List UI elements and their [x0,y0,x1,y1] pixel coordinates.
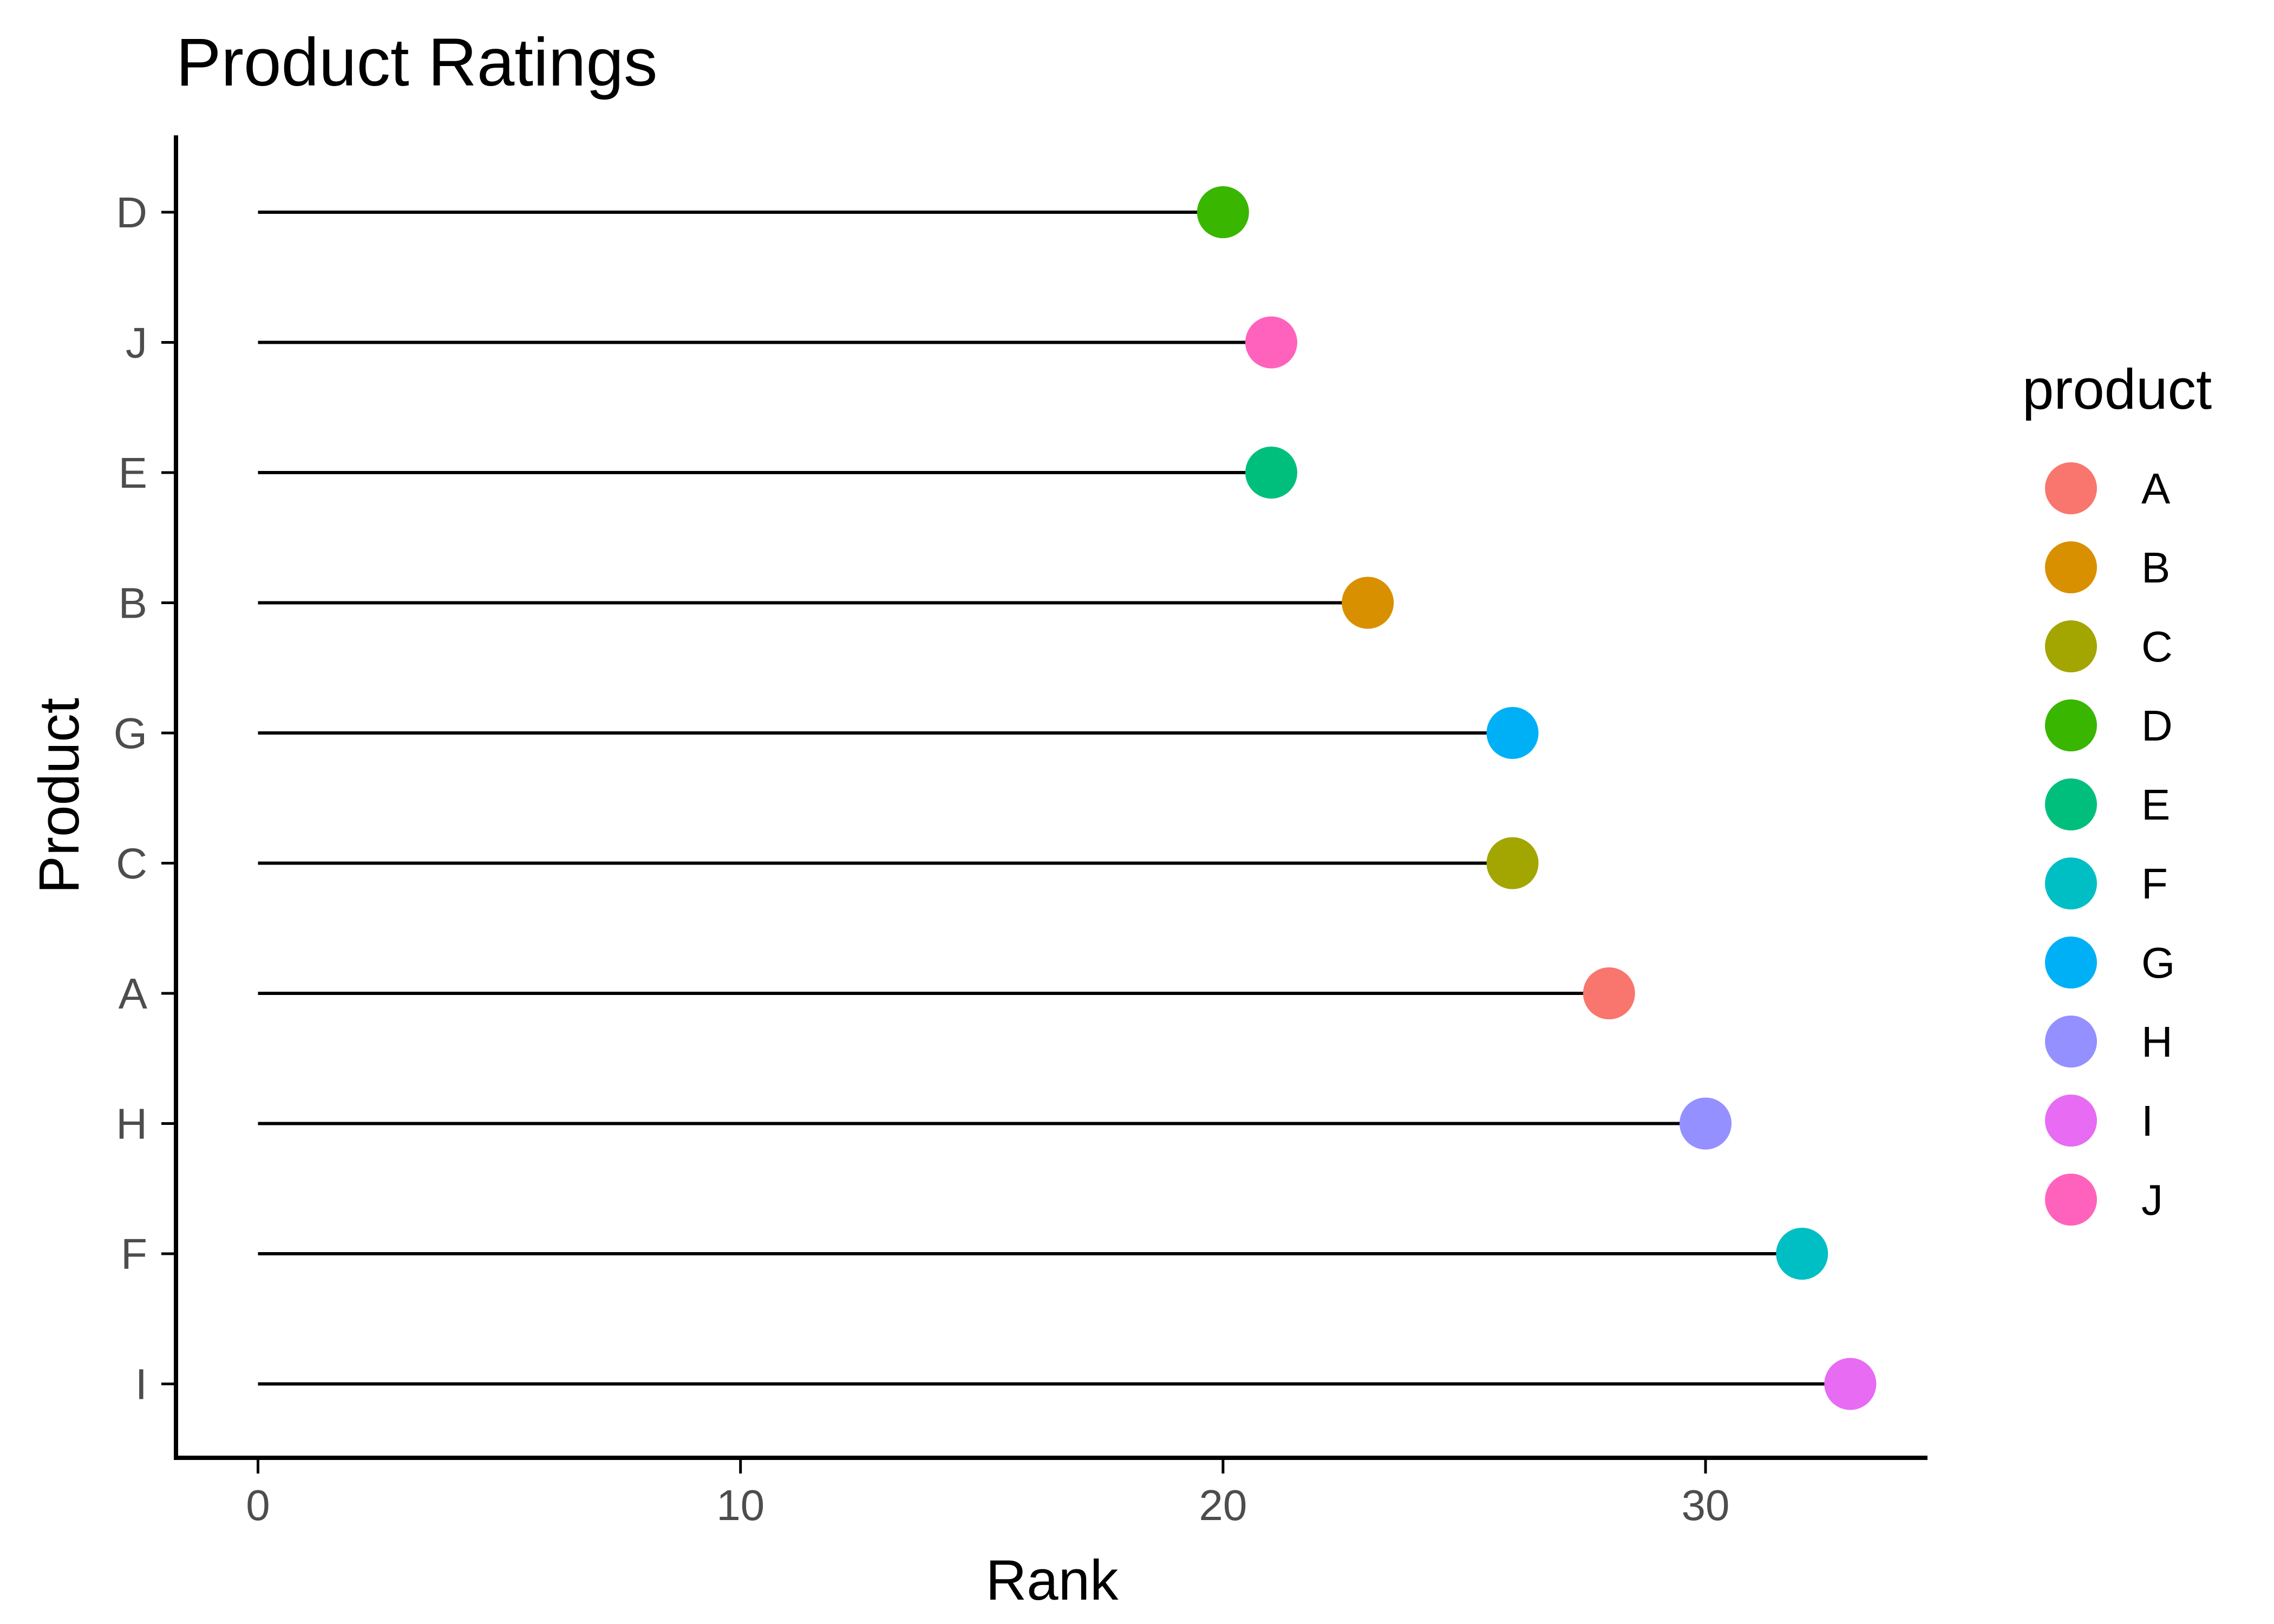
legend-key-i [2045,1095,2097,1147]
y-ticks-group: D J E B G C A H F I [114,188,176,1409]
point-b [1342,577,1394,629]
legend-label-f: F [2141,860,2168,908]
y-tick-label-j: J [126,319,147,367]
legend-label-b: B [2141,543,2170,592]
legend-label-a: A [2141,464,2171,513]
point-h [1680,1097,1732,1150]
legend-title: product [2022,358,2212,421]
x-tick-label-10: 10 [716,1481,764,1529]
legend-label-d: D [2141,702,2173,750]
y-tick-label-i: I [135,1360,147,1409]
legend-label-e: E [2141,781,2170,829]
y-tick-label-c: C [116,840,147,888]
x-tick-label-0: 0 [246,1481,270,1529]
legend-key-b [2045,541,2097,593]
stems-group [258,211,1851,1386]
x-axis-title: Rank [985,1549,1119,1612]
legend-key-g [2045,937,2097,988]
y-tick-label-a: A [119,970,148,1018]
legend-key-e [2045,778,2097,830]
x-tick-label-30: 30 [1682,1481,1730,1529]
y-tick-label-h: H [116,1100,147,1148]
points-group [1197,186,1877,1410]
point-f [1776,1228,1828,1280]
point-g [1486,707,1539,759]
y-tick-label-b: B [119,579,147,627]
legend-key-c [2045,620,2097,672]
legend-key-d [2045,699,2097,751]
point-i [1824,1358,1877,1410]
legend-key-f [2045,857,2097,909]
legend-label-j: J [2141,1176,2163,1224]
y-tick-label-g: G [114,709,147,757]
legend-label-c: C [2141,623,2173,671]
legend-key-h [2045,1016,2097,1068]
legend-key-j [2045,1174,2097,1226]
chart-title: Product Ratings [176,25,657,100]
y-axis-title: Product [28,698,91,894]
point-e [1245,447,1297,499]
y-tick-label-d: D [116,188,147,237]
legend-label-g: G [2141,939,2175,987]
legend-key-a [2045,462,2097,514]
point-j [1245,316,1297,369]
x-ticks-group: 0 10 20 30 [246,1460,1730,1529]
legend-label-i: I [2141,1097,2153,1145]
point-a [1583,967,1635,1019]
y-tick-label-e: E [119,449,147,497]
point-c [1486,837,1539,889]
y-tick-label-f: F [121,1230,147,1278]
point-d [1197,186,1249,238]
x-tick-label-20: 20 [1199,1481,1247,1529]
legend-label-h: H [2141,1018,2173,1066]
